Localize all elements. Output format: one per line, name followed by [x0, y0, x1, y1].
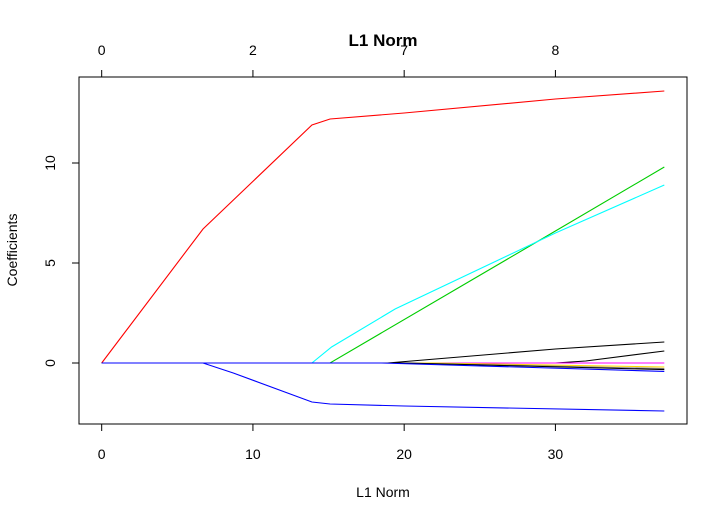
top-tick-label: 0: [98, 42, 106, 58]
y-tick-label: 5: [42, 259, 58, 267]
series-line-4: [101, 362, 665, 412]
series-line-1: [101, 90, 665, 364]
x-axis-title: L1 Norm: [356, 484, 410, 500]
plot-frame: [78, 76, 688, 425]
series-line-11: [101, 362, 665, 372]
y-axis-title: Coefficients: [4, 214, 20, 287]
series-lines: [101, 90, 665, 412]
chart-title: L1 Norm: [349, 31, 418, 50]
top-tick-label: 7: [400, 42, 408, 58]
series-line-2: [101, 166, 665, 364]
series-line-5: [101, 341, 665, 364]
x-tick-label: 10: [245, 446, 261, 462]
x-tick-label: 0: [98, 446, 106, 462]
top-tick-label: 8: [552, 42, 560, 58]
y-tick-label: 10: [42, 155, 58, 171]
x-tick-label: 30: [548, 446, 564, 462]
x-axis-bottom: 0 10 20 30: [98, 423, 564, 462]
y-axis-left: 0 5 10: [42, 155, 80, 367]
y-tick-label: 0: [42, 359, 58, 367]
top-tick-label: 2: [249, 42, 257, 58]
x-tick-label: 20: [396, 446, 412, 462]
x-axis-top: 0 2 7 8: [98, 42, 560, 78]
series-line-6: [101, 350, 665, 364]
series-line-3: [101, 184, 665, 364]
